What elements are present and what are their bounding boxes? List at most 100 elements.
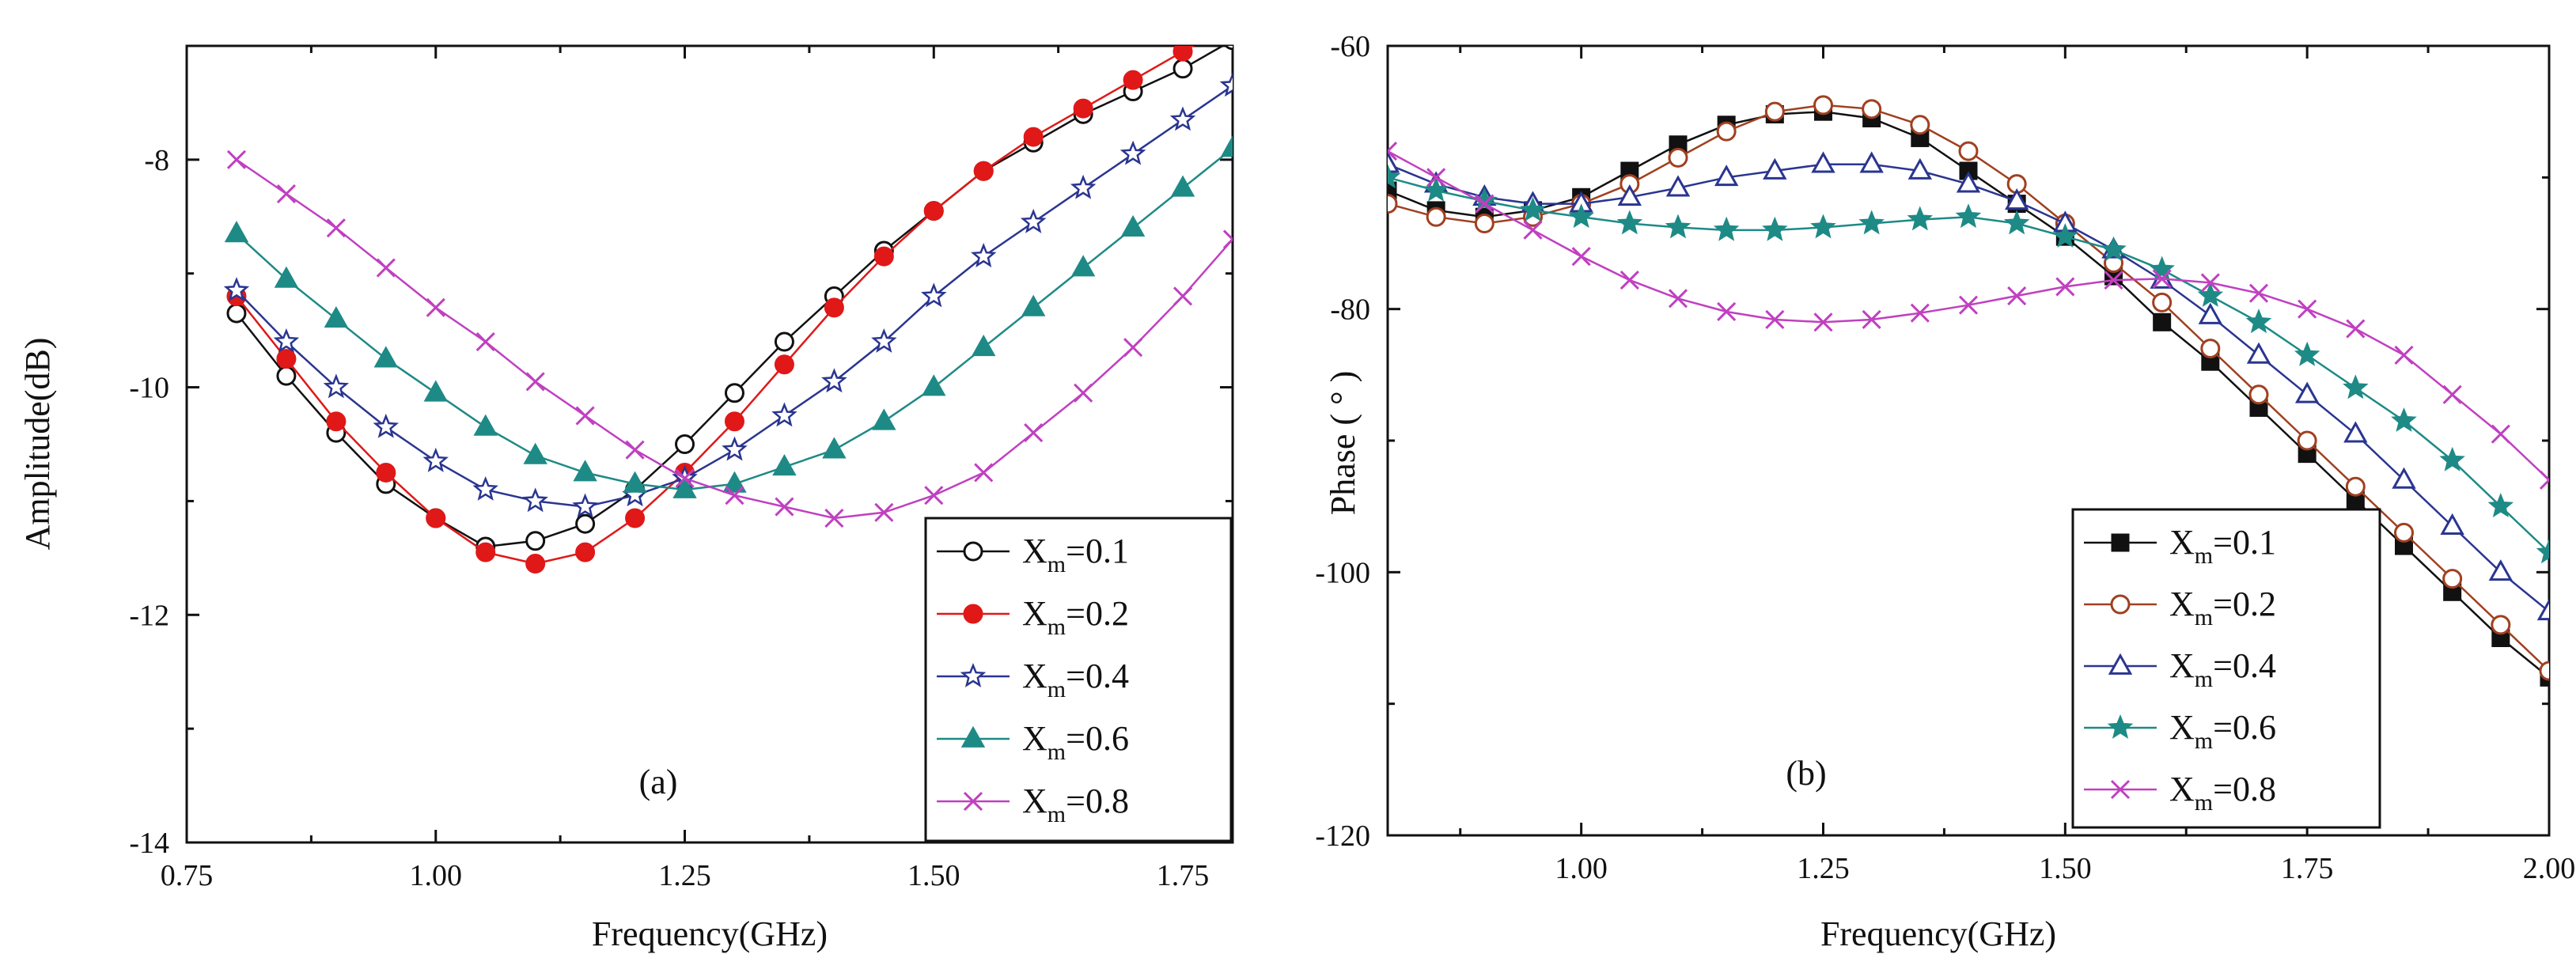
data-point [1388,194,1398,214]
data-point [422,447,449,472]
data-point [1388,142,1398,161]
data-point [675,434,695,454]
series-Xm=0.6 [1388,164,2549,564]
data-point [822,437,847,459]
data-point [2343,374,2369,399]
legend-marker [963,541,983,562]
data-point [373,413,400,438]
data-point [226,303,247,324]
data-point [1956,171,1981,193]
data-point [1862,309,1881,330]
legend-entry: Xm=0.2 [2084,585,2276,630]
y-tick-label: -8 [144,144,169,177]
data-point [2539,470,2549,490]
data-point [772,454,797,476]
data-point [1426,168,1446,187]
legend-label: Xm=0.1 [1022,532,1129,577]
plot-frame-a [185,44,1234,844]
x-tick-label: 0.75 [161,859,214,892]
data-point [824,297,844,318]
data-point [2248,384,2269,405]
data-point [821,368,847,393]
data-point [2487,493,2514,518]
data-point [1668,289,1688,309]
data-point [1219,72,1233,97]
data-point [2004,188,2029,210]
data-point [2052,223,2078,248]
legend-b: Xm=0.1 Xm=0.2 Xm=0.4 Xm=0.6 Xm=0.8 [2071,508,2381,829]
legend-label: Xm=0.4 [2169,646,2276,692]
series-layer-a [223,14,1241,574]
data-point [1862,99,1882,119]
data-point [1119,140,1146,165]
data-point [572,493,598,518]
legend-marker [2110,779,2131,800]
data-point [1764,101,1785,122]
data-point [525,372,545,392]
data-point [722,436,748,461]
y-tick-label: -120 [1315,820,1370,853]
data-point [276,365,297,386]
legend-entry: Xm=0.4 [937,657,1129,702]
y-tick-label: -100 [1315,556,1370,589]
series-Xm=0.6 [224,135,1233,498]
data-point [2536,598,2549,621]
data-point [1224,14,1241,32]
data-point [924,486,944,505]
data-point [426,508,446,528]
data-point [1813,312,1833,332]
data-point [775,497,794,517]
data-point [2488,559,2513,581]
data-point [2491,424,2510,444]
data-point [1220,135,1233,157]
data-point [1024,423,1044,443]
x-tick-label: 2.00 [2523,852,2576,885]
data-point [276,184,296,204]
data-point [2298,299,2317,319]
x-axis-label-a: Frequency(GHz) [592,914,828,953]
legend-label: Xm=0.6 [1022,719,1129,765]
legend-marker [2111,533,2130,552]
data-point [725,486,744,505]
data-point [2200,339,2221,359]
data-point [922,374,946,396]
legend-label: Xm=0.8 [2169,770,2276,816]
data-point [2440,513,2464,535]
data-point [1858,210,1885,235]
legend-entry: Xm=0.8 [2084,770,2276,816]
data-point [871,327,897,353]
data-point [426,297,445,317]
data-point [2104,271,2123,290]
legend-marker [960,662,987,687]
data-point [1616,210,1643,235]
data-point [2442,384,2462,404]
data-point [2346,319,2366,339]
legend-a: Xm=0.1 Xm=0.2 Xm=0.4 Xm=0.6 Xm=0.8 [924,517,1233,842]
data-point [376,258,396,278]
data-point [1907,157,1933,180]
data-point [1172,59,1193,79]
data-point [1123,338,1143,358]
data-point [2152,269,2172,289]
legend-marker [963,604,983,624]
data-point [971,243,997,268]
legend-marker [2107,714,2134,739]
y-tick-label: -10 [129,372,169,405]
panel-label-a: (a) [639,763,678,801]
x-tick-label: 1.75 [1157,859,1210,892]
data-point [276,349,297,369]
data-point [1665,175,1691,197]
y-tick-label: -80 [1330,293,1370,327]
legend-marker [960,725,986,748]
data-point [525,531,546,551]
legend-entry: Xm=0.1 [2084,523,2276,569]
data-point [1520,196,1546,221]
data-point [1568,203,1594,229]
data-point [774,354,794,375]
data-point [2536,539,2549,564]
data-point [1070,255,1096,277]
data-point [873,246,894,267]
data-point [923,201,944,221]
data-point [1020,208,1047,233]
